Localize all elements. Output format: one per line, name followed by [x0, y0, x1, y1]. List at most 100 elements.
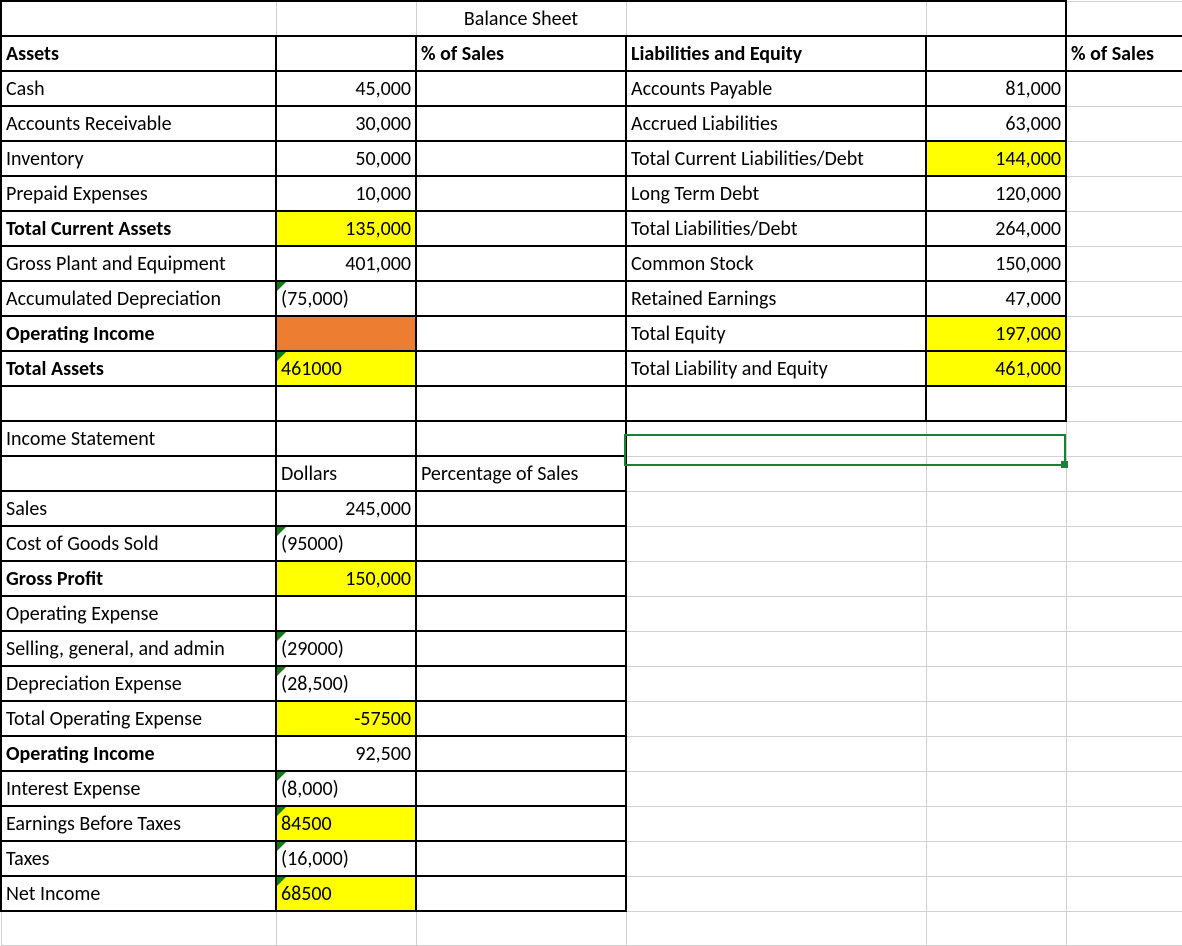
label-tot-op-exp[interactable]: Total Operating Expense: [1, 701, 276, 736]
cell[interactable]: [1066, 491, 1182, 526]
cell[interactable]: [926, 456, 1066, 491]
cell[interactable]: [1066, 351, 1182, 386]
cell[interactable]: [1066, 141, 1182, 176]
label-total-assets[interactable]: Total Assets: [1, 351, 276, 386]
label-gross-ppe[interactable]: Gross Plant and Equipment: [1, 246, 276, 281]
cell[interactable]: [1, 911, 276, 946]
cell[interactable]: [276, 36, 416, 71]
cell[interactable]: [416, 246, 626, 281]
cell[interactable]: [1, 386, 276, 421]
cell[interactable]: [626, 1, 926, 36]
cell[interactable]: [276, 911, 416, 946]
cell[interactable]: [626, 421, 926, 456]
cell[interactable]: [416, 911, 626, 946]
label-cash[interactable]: Cash: [1, 71, 276, 106]
cell[interactable]: [926, 491, 1066, 526]
cell[interactable]: [1066, 421, 1182, 456]
cell[interactable]: [416, 596, 626, 631]
cell[interactable]: [416, 386, 626, 421]
cell[interactable]: [416, 106, 626, 141]
value-gross-ppe[interactable]: 401,000: [276, 246, 416, 281]
cell[interactable]: [1066, 71, 1182, 106]
cell[interactable]: [416, 806, 626, 841]
cell[interactable]: [1066, 176, 1182, 211]
label-ltd[interactable]: Long Term Debt: [626, 176, 926, 211]
value-tl[interactable]: 264,000: [926, 211, 1066, 246]
label-tl[interactable]: Total Liabilities/Debt: [626, 211, 926, 246]
label-tca[interactable]: Total Current Assets: [1, 211, 276, 246]
cell[interactable]: [1066, 771, 1182, 806]
value-acc-dep[interactable]: (75,000): [276, 281, 416, 316]
label-op-income-assets[interactable]: Operating Income: [1, 316, 276, 351]
cell[interactable]: [1066, 876, 1182, 911]
cell[interactable]: [626, 841, 926, 876]
cell[interactable]: [416, 141, 626, 176]
value-accrued[interactable]: 63,000: [926, 106, 1066, 141]
value-dep-exp[interactable]: (28,500): [276, 666, 416, 701]
label-tcl[interactable]: Total Current Liabilities/Debt: [626, 141, 926, 176]
label-sga[interactable]: Selling, general, and admin: [1, 631, 276, 666]
cell[interactable]: [1066, 806, 1182, 841]
value-te[interactable]: 197,000: [926, 316, 1066, 351]
cell[interactable]: [926, 806, 1066, 841]
cell[interactable]: [1066, 316, 1182, 351]
spreadsheet-grid[interactable]: Balance Sheet Assets % of Sales Liabilit…: [0, 0, 1182, 946]
value-ebt[interactable]: 84500: [276, 806, 416, 841]
header-assets[interactable]: Assets: [1, 36, 276, 71]
cell[interactable]: [626, 596, 926, 631]
value-cs[interactable]: 150,000: [926, 246, 1066, 281]
cell[interactable]: [1066, 1, 1182, 36]
cell[interactable]: [416, 281, 626, 316]
header-liab-equity[interactable]: Liabilities and Equity: [626, 36, 926, 71]
value-tot-op-exp[interactable]: -57500: [276, 701, 416, 736]
value-prepaid[interactable]: 10,000: [276, 176, 416, 211]
cell[interactable]: [926, 771, 1066, 806]
cell[interactable]: [626, 806, 926, 841]
cell[interactable]: [416, 666, 626, 701]
value-sga[interactable]: (29000): [276, 631, 416, 666]
cell[interactable]: [1066, 526, 1182, 561]
cell[interactable]: [926, 1, 1066, 36]
cell[interactable]: [416, 71, 626, 106]
cell[interactable]: [276, 1, 416, 36]
value-gross-profit[interactable]: 150,000: [276, 561, 416, 596]
cell[interactable]: [1, 1, 276, 36]
value-ar[interactable]: 30,000: [276, 106, 416, 141]
label-ap[interactable]: Accounts Payable: [626, 71, 926, 106]
cell[interactable]: [416, 351, 626, 386]
value-net-income[interactable]: 68500: [276, 876, 416, 911]
cell[interactable]: [416, 316, 626, 351]
value-ltd[interactable]: 120,000: [926, 176, 1066, 211]
cell[interactable]: [926, 596, 1066, 631]
cell[interactable]: [416, 701, 626, 736]
cell[interactable]: [1066, 456, 1182, 491]
value-cash[interactable]: 45,000: [276, 71, 416, 106]
header-pct-of-sales[interactable]: Percentage of Sales: [416, 456, 626, 491]
label-taxes[interactable]: Taxes: [1, 841, 276, 876]
cell[interactable]: [1066, 666, 1182, 701]
cell[interactable]: [926, 36, 1066, 71]
label-dep-exp[interactable]: Depreciation Expense: [1, 666, 276, 701]
cell[interactable]: [926, 911, 1066, 946]
cell[interactable]: [1066, 596, 1182, 631]
cell[interactable]: [1066, 211, 1182, 246]
cell[interactable]: [416, 421, 626, 456]
cell[interactable]: [926, 736, 1066, 771]
cell[interactable]: [1066, 911, 1182, 946]
cell[interactable]: [416, 736, 626, 771]
cell[interactable]: [1066, 281, 1182, 316]
label-accrued[interactable]: Accrued Liabilities: [626, 106, 926, 141]
header-pct-sales-right[interactable]: % of Sales: [1066, 36, 1182, 71]
header-pct-sales-left[interactable]: % of Sales: [416, 36, 626, 71]
cell[interactable]: [626, 386, 926, 421]
cell[interactable]: [926, 561, 1066, 596]
cell[interactable]: [1066, 701, 1182, 736]
cell[interactable]: [1066, 631, 1182, 666]
cell[interactable]: [626, 911, 926, 946]
cell[interactable]: [416, 176, 626, 211]
cell[interactable]: [926, 841, 1066, 876]
value-taxes[interactable]: (16,000): [276, 841, 416, 876]
cell[interactable]: [626, 876, 926, 911]
cell[interactable]: [626, 666, 926, 701]
value-tca[interactable]: 135,000: [276, 211, 416, 246]
